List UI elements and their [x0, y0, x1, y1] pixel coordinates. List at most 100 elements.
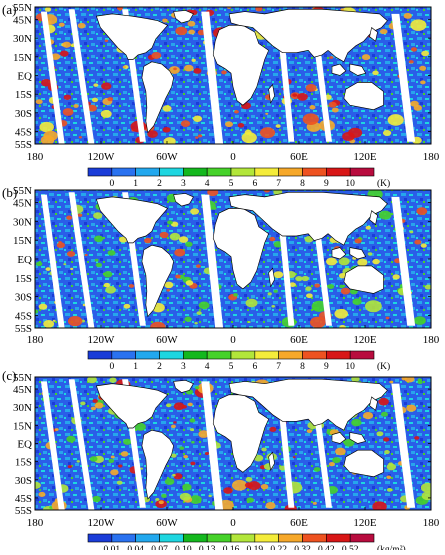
lat-tick-label: 15S [15, 273, 32, 285]
colorbar-tick-label: 0.13 [199, 545, 216, 550]
lat-tick-label: 30S [15, 292, 32, 304]
lat-tick-label: 15S [15, 457, 32, 469]
colorbar-tick-label: 0.32 [294, 545, 311, 550]
colorbar-swatch [278, 533, 303, 543]
colorbar-tick-label: 6 [252, 362, 257, 372]
colorbar-tick-label: 2 [157, 179, 162, 189]
colorbar-swatch [230, 167, 256, 177]
colorbar-unit: (kg/m²) [377, 544, 406, 550]
colorbar-swatch [349, 350, 375, 360]
lat-tick-label: EQ [17, 439, 32, 451]
lon-tick-label: 180 [423, 517, 440, 529]
colorbar-swatch [135, 350, 160, 360]
lat-tick-label: 45N [13, 14, 32, 26]
colorbar: 0.01 0.04 0.07 0.10 0.13 0.16 0.19 0.22 0.32 0.42… [87, 533, 406, 555]
panel-label: (c) [2, 368, 16, 383]
colorbar-swatch [206, 350, 232, 360]
lat-tick-label: 30S [15, 108, 32, 120]
colorbar-swatch [183, 350, 208, 360]
lon-tick-label: 60E [290, 334, 308, 346]
colorbar-swatch [206, 533, 232, 543]
colorbar-swatch [87, 167, 113, 177]
colorbar-swatch [349, 167, 375, 177]
lat-tick-label: 55N [13, 372, 32, 384]
lat-tick-label: EQ [17, 71, 32, 83]
colorbar-tick-label: 3 [181, 179, 186, 189]
colorbar-tick-label: 10 [345, 179, 355, 189]
colorbar-swatch [254, 350, 279, 360]
panel-label: (b) [2, 185, 17, 200]
colorbar-swatch [326, 533, 351, 543]
lon-tick-label: 180 [27, 517, 44, 529]
colorbar-swatch [326, 167, 351, 177]
lon-tick-label: 180 [423, 334, 440, 346]
colorbar: 0 1 2 3 4 5 6 7 8 9 10 (K) [87, 167, 390, 189]
colorbar-swatch [111, 350, 136, 360]
colorbar-swatch [159, 350, 184, 360]
lat-tick-label: 55N [13, 2, 32, 14]
lat-tick-label: 30N [13, 216, 32, 228]
lon-tick-label: 60W [156, 517, 178, 529]
lat-tick-label: 15N [13, 235, 32, 247]
colorbar-swatch [87, 533, 113, 543]
lon-tick-label: 120E [353, 151, 377, 163]
lon-tick-label: 0 [230, 334, 236, 346]
map-field [35, 7, 431, 144]
colorbar-tick-label: 9 [324, 179, 329, 189]
colorbar-tick-label: 5 [229, 179, 234, 189]
map-field [35, 190, 431, 328]
lon-tick-label: 120E [353, 334, 377, 346]
colorbar-swatch [254, 167, 279, 177]
lat-tick-label: 15N [13, 52, 32, 64]
colorbar-tick-label: 4 [205, 179, 210, 189]
lat-tick-label: 45N [13, 198, 32, 210]
colorbar-tick-label: 0.52 [342, 545, 359, 550]
colorbar-tick-label: 7 [276, 179, 281, 189]
colorbar-swatch [135, 167, 160, 177]
lon-tick-label: 120W [88, 151, 116, 163]
colorbar-tick-label: 0 [109, 362, 114, 372]
colorbar-tick-label: 6 [252, 179, 257, 189]
lat-tick-label: 55S [15, 505, 32, 517]
colorbar-swatch [206, 167, 232, 177]
lon-tick-label: 0 [230, 517, 236, 529]
colorbar-tick-label: 10 [345, 362, 355, 372]
lon-tick-label: 120W [88, 517, 116, 529]
colorbar-unit: (K) [377, 361, 390, 372]
lon-axis: 180 120W 60W 0 60E 120E 180 [27, 507, 440, 529]
colorbar-swatch [326, 350, 351, 360]
colorbar-swatch [302, 533, 327, 543]
colorbar-tick-label: 1 [133, 179, 138, 189]
lat-tick-label: 30S [15, 475, 32, 487]
colorbar-swatch [349, 533, 375, 543]
colorbar-tick-label: 0.04 [127, 545, 144, 550]
colorbar-swatch [159, 167, 184, 177]
colorbar-swatch [135, 533, 160, 543]
lat-tick-label: 45S [15, 310, 32, 322]
lat-tick-label: 30N [13, 402, 32, 414]
colorbar-tick-label: 0.01 [104, 545, 121, 550]
colorbar-tick-label: 0.22 [270, 545, 287, 550]
colorbar-tick-label: 0.07 [151, 545, 168, 550]
colorbar-tick-label: 4 [205, 362, 210, 372]
lat-tick-label: 45S [15, 493, 32, 505]
colorbar-swatch [230, 350, 256, 360]
lat-tick-label: 55N [13, 185, 32, 197]
lat-tick-label: 15S [15, 89, 32, 101]
colorbar-swatch [183, 167, 208, 177]
colorbar-swatch [183, 533, 208, 543]
colorbar-tick-label: 5 [229, 362, 234, 372]
colorbar-swatch [302, 167, 327, 177]
colorbar-swatch [111, 167, 136, 177]
colorbar-swatch [278, 167, 303, 177]
colorbar-unit: (K) [377, 178, 390, 189]
lat-tick-label: 45N [13, 384, 32, 396]
lon-tick-label: 0 [230, 151, 236, 163]
colorbar-swatch [111, 533, 136, 543]
